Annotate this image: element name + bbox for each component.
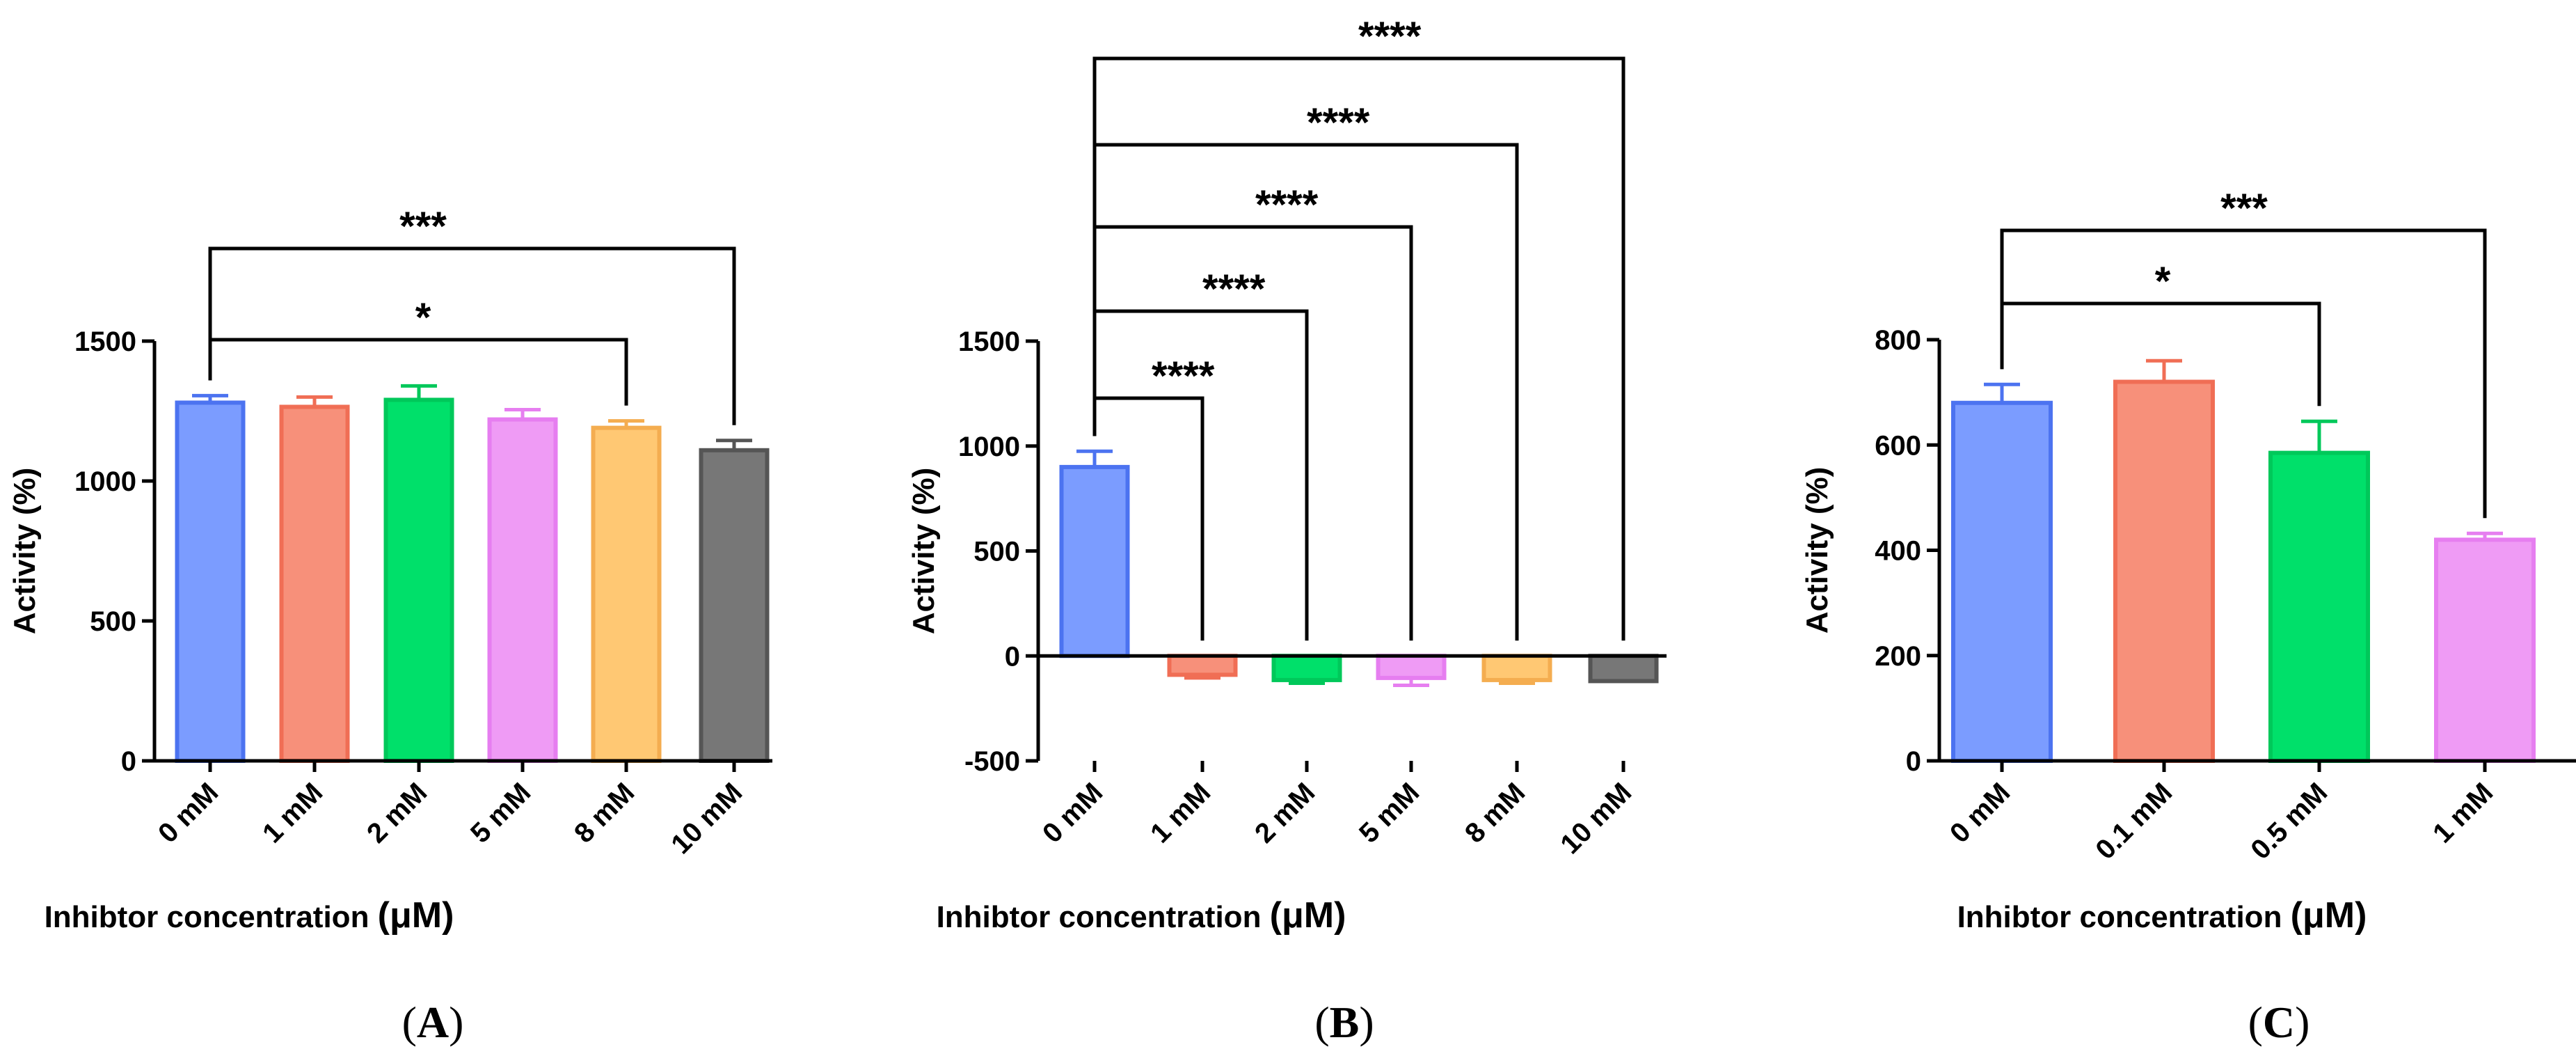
y-tick-label: 500 bbox=[90, 606, 136, 637]
significance-label: **** bbox=[1255, 182, 1319, 228]
bar-0-mM bbox=[175, 400, 246, 763]
x-tick-label: 8 mM bbox=[569, 777, 640, 849]
x-tick-label: 0.1 mM bbox=[2090, 777, 2178, 865]
x-axis-title: Inhibtor concentration (μM) bbox=[1957, 895, 2367, 936]
x-tick-label: 2 mM bbox=[1249, 777, 1321, 849]
x-tick-label: 10 mM bbox=[1555, 777, 1637, 860]
bar-5-mM bbox=[487, 417, 558, 763]
bar-10-mM bbox=[1588, 654, 1659, 684]
bar-1-mM bbox=[1167, 654, 1238, 677]
y-tick-label: 1500 bbox=[958, 326, 1020, 357]
bar-0-mM bbox=[1951, 400, 2053, 763]
y-axis-title: Activity (%) bbox=[907, 468, 941, 635]
panel-c-chart: 0 200 400 600 800 0 mM 0.1 mM 0.5 mM 1 mM Inhibto… bbox=[1800, 186, 2576, 936]
significance-label: **** bbox=[1358, 14, 1422, 59]
x-tick-label: 5 mM bbox=[465, 777, 536, 849]
x-tick-label: 5 mM bbox=[1353, 777, 1425, 849]
panel-label-c: (C) bbox=[2248, 998, 2310, 1047]
panel-label-a: (A) bbox=[402, 998, 464, 1047]
x-tick-label: 10 mM bbox=[665, 777, 748, 860]
x-tick-label: 2 mM bbox=[361, 777, 433, 849]
y-axis-title: Activity (%) bbox=[1800, 467, 1834, 634]
bar-8-mM bbox=[1481, 654, 1552, 682]
panel-label-b: (B) bbox=[1314, 998, 1374, 1047]
bar-0-1-mM bbox=[2113, 379, 2215, 763]
x-tick-label: 0.5 mM bbox=[2245, 777, 2333, 865]
bar-0-mM bbox=[1059, 464, 1130, 659]
significance-label: *** bbox=[2220, 186, 2268, 231]
significance-bracket bbox=[2000, 228, 2487, 519]
y-tick-label: 0 bbox=[121, 746, 136, 777]
bar-2-mM bbox=[383, 397, 454, 763]
y-tick-label: 1000 bbox=[958, 432, 1020, 462]
significance-label: **** bbox=[1152, 354, 1215, 399]
x-tick-label: 1 mM bbox=[257, 777, 328, 849]
x-tick-label: 8 mM bbox=[1459, 777, 1531, 849]
x-tick-label: 0 mM bbox=[1944, 777, 2016, 849]
x-tick-label: 0 mM bbox=[1037, 777, 1108, 849]
y-tick-label: 200 bbox=[1875, 641, 1921, 672]
bar-8-mM bbox=[591, 425, 662, 763]
y-tick-label: 1500 bbox=[74, 326, 136, 357]
y-tick-label: 0 bbox=[1906, 746, 1921, 777]
x-axis-title: Inhibtor concentration (μM) bbox=[45, 895, 454, 936]
significance-label: *** bbox=[399, 204, 447, 249]
bar-1-mM bbox=[2434, 537, 2536, 763]
y-axis-title: Activity (%) bbox=[8, 468, 42, 635]
bar-0-5-mM bbox=[2268, 450, 2370, 763]
bar-5-mM bbox=[1376, 654, 1447, 680]
y-tick-label: 400 bbox=[1875, 536, 1921, 567]
y-tick-label: -500 bbox=[964, 746, 1020, 777]
x-tick-label: 1 mM bbox=[2427, 777, 2499, 849]
x-axis-title: Inhibtor concentration (μM) bbox=[937, 895, 1346, 936]
y-tick-label: 1000 bbox=[74, 466, 136, 497]
bar-1-mM bbox=[279, 404, 350, 763]
bar-10-mM bbox=[699, 448, 770, 764]
panel-a-chart: 0 500 1000 1500 0 mM 1 mM 2 mM 5 mM 8 mM 10 mM Inh… bbox=[8, 204, 772, 936]
significance-bracket bbox=[1092, 56, 1625, 641]
y-tick-label: 600 bbox=[1875, 430, 1921, 461]
significance-label: * bbox=[2155, 259, 2171, 304]
y-tick-label: 500 bbox=[973, 537, 1020, 567]
x-tick-label: 0 mM bbox=[152, 777, 224, 849]
significance-label: * bbox=[415, 295, 431, 340]
significance-label: **** bbox=[1307, 100, 1370, 145]
x-tick-label: 1 mM bbox=[1145, 777, 1216, 849]
bar-2-mM bbox=[1271, 654, 1342, 682]
y-tick-label: 0 bbox=[1005, 641, 1020, 672]
significance-bracket bbox=[208, 246, 736, 425]
y-tick-label: 800 bbox=[1875, 325, 1921, 356]
significance-label: **** bbox=[1202, 267, 1266, 312]
panel-b-chart: -500 0 500 1000 1500 0 mM 1 mM 2 mM 5 mM 8 mM 10 m… bbox=[907, 14, 1667, 936]
